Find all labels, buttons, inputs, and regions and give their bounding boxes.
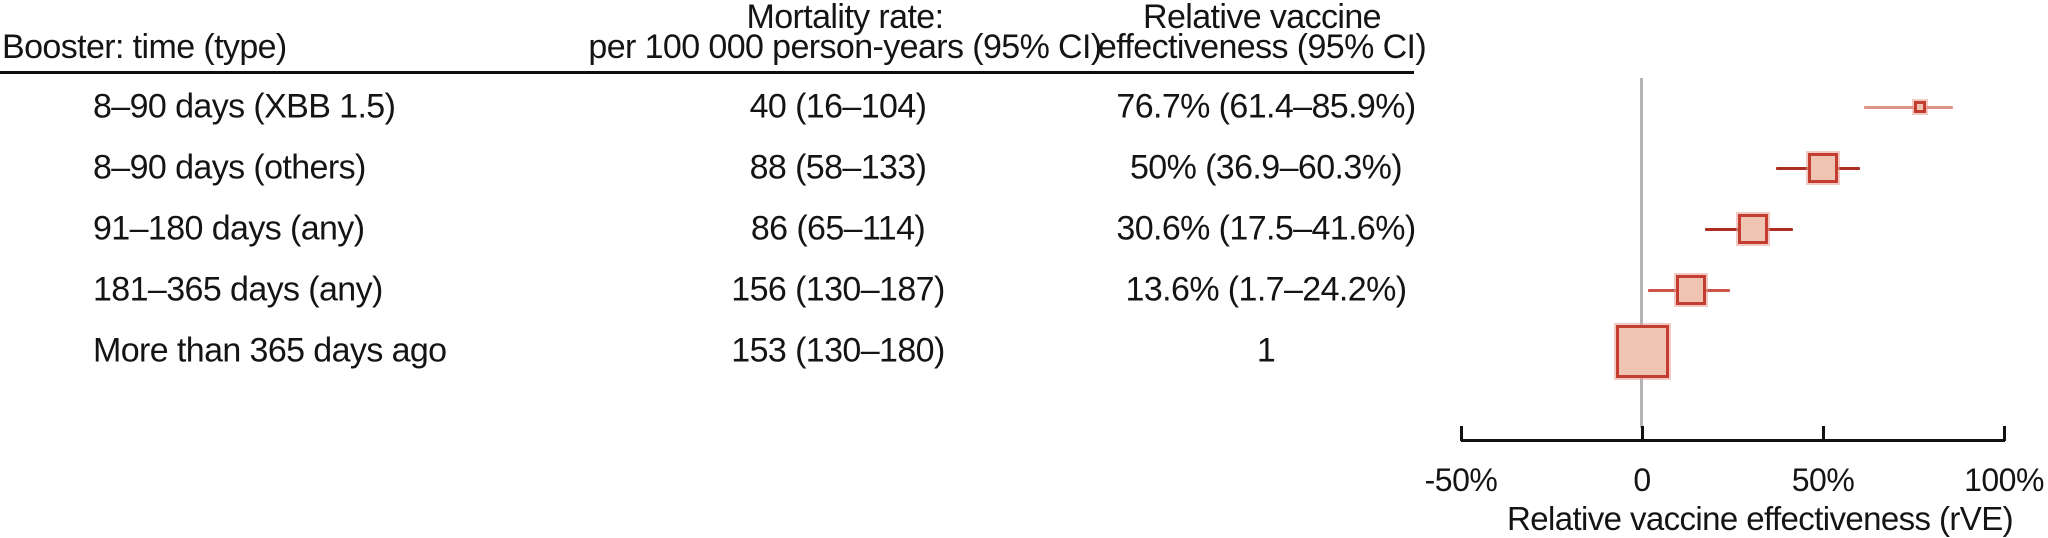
column-header-rve-line2: effectiveness (95% CI): [1097, 28, 1427, 66]
column-header-mortality-line1: Mortality rate:: [746, 0, 945, 36]
forest-marker: [1737, 214, 1768, 244]
column-header-mortality: Mortality rate: per 100 000 person-years…: [588, 0, 1102, 66]
booster-cell: More than 365 days ago: [93, 331, 447, 370]
mortality-cell: 86 (65–114): [750, 209, 926, 248]
x-axis-tick: [1459, 426, 1463, 441]
x-axis-tick: [2002, 426, 2006, 441]
mortality-cell: 156 (130–187): [731, 270, 945, 309]
x-axis-line: [1461, 439, 2005, 442]
mortality-cell: 40 (16–104): [749, 87, 927, 126]
confidence-interval-line: [1864, 105, 1953, 109]
mortality-cell: 153 (130–180): [731, 331, 945, 370]
x-tick-label: 0: [1633, 462, 1651, 498]
x-tick-label: -50%: [1424, 462, 1498, 498]
column-header-rve: Relative vaccine effectiveness (95% CI): [1097, 0, 1427, 66]
mortality-cell: 88 (58–133): [749, 148, 927, 187]
rve-cell: 13.6% (1.7–24.2%): [1125, 270, 1407, 309]
x-axis-tick: [1821, 426, 1825, 441]
table-header-rule: [0, 71, 1414, 74]
x-tick-label: 50%: [1791, 462, 1855, 498]
booster-cell: 181–365 days (any): [93, 270, 383, 309]
forest-marker: [1615, 324, 1669, 378]
x-axis-tick: [1640, 426, 1644, 441]
forest-marker: [1913, 101, 1926, 113]
rve-cell: 50% (36.9–60.3%): [1129, 148, 1403, 187]
booster-cell: 8–90 days (others): [93, 148, 366, 187]
x-tick-label: 100%: [1964, 462, 2044, 498]
rve-cell: 1: [1256, 331, 1276, 370]
rve-cell: 76.7% (61.4–85.9%): [1116, 87, 1416, 126]
zero-reference-line: [1640, 78, 1643, 428]
booster-cell: 8–90 days (XBB 1.5): [93, 87, 396, 126]
forest-marker: [1808, 153, 1838, 183]
column-header-rve-line1: Relative vaccine: [1143, 0, 1382, 36]
column-header-booster: Booster: time (type): [2, 28, 287, 66]
rve-cell: 30.6% (17.5–41.6%): [1116, 209, 1416, 248]
x-axis-title: Relative vaccine effectiveness (rVE): [1506, 500, 2014, 537]
forest-marker: [1676, 275, 1707, 305]
column-header-mortality-line2: per 100 000 person-years (95% CI): [588, 28, 1102, 66]
booster-cell: 91–180 days (any): [93, 209, 365, 248]
